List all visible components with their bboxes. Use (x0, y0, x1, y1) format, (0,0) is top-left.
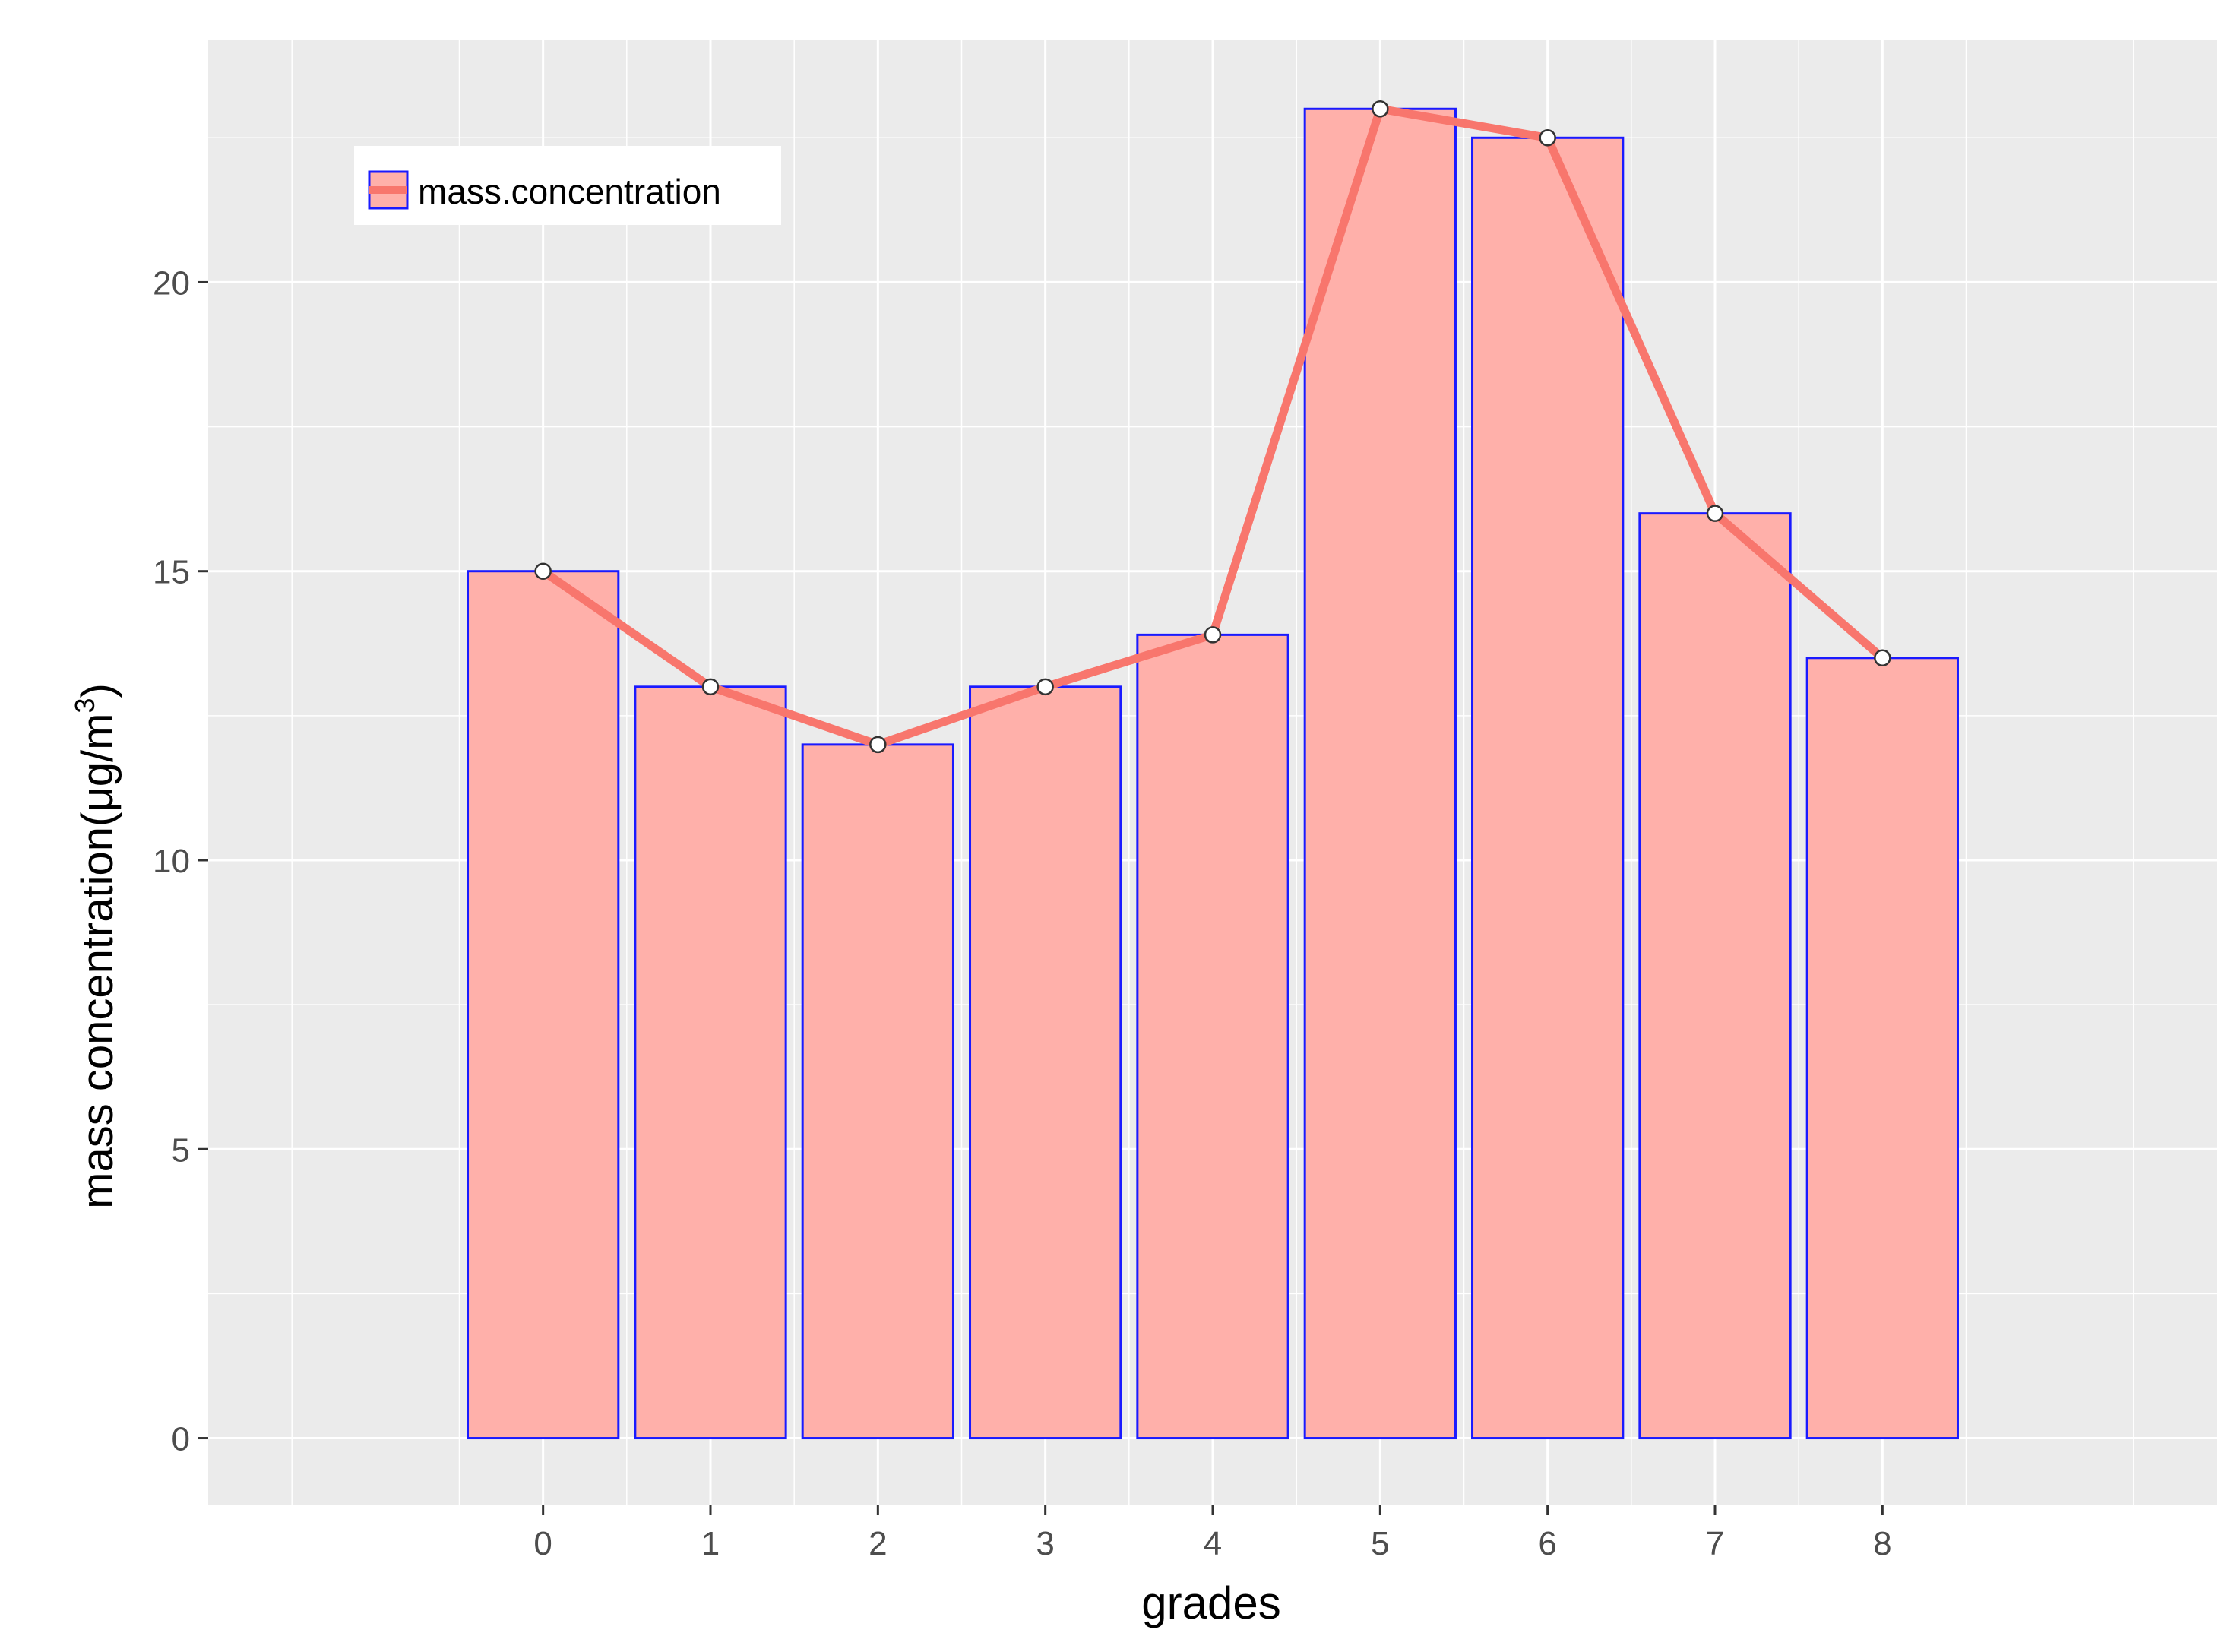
y-tick-label: 0 (172, 1421, 190, 1458)
bar-5 (1303, 107, 1457, 1440)
point-8 (1874, 649, 1891, 667)
y-axis-title-text: mass concentration (73, 827, 122, 1209)
x-axis: 0 1 2 3 4 5 6 7 8 (533, 1505, 1892, 1562)
y-tick-label: 20 (153, 264, 190, 302)
bar-4 (1136, 633, 1289, 1440)
bar-3 (969, 685, 1122, 1440)
point-7 (1706, 505, 1724, 522)
x-tick-label: 1 (701, 1525, 720, 1562)
points (534, 100, 1891, 754)
bar-1 (634, 685, 787, 1440)
y-axis: 0 5 10 15 20 (153, 264, 208, 1458)
legend: mass.concentration (354, 146, 781, 225)
bar-7 (1638, 512, 1792, 1440)
x-tick-label: 7 (1706, 1525, 1724, 1562)
bar-6 (1471, 136, 1625, 1440)
x-tick-label: 3 (1036, 1525, 1054, 1562)
y-axis-unit: (μg/m (73, 714, 122, 827)
bars (467, 107, 1959, 1440)
bar-8 (1805, 657, 1959, 1440)
legend-label: mass.concentration (418, 172, 721, 211)
x-tick-label: 0 (533, 1525, 552, 1562)
point-4 (1204, 626, 1222, 644)
x-tick-label: 2 (869, 1525, 887, 1562)
x-tick-label: 5 (1371, 1525, 1389, 1562)
point-6 (1539, 129, 1556, 147)
bar-2 (801, 743, 954, 1440)
point-1 (701, 678, 720, 696)
y-axis-unit-close: ) (73, 683, 122, 698)
x-axis-title: grades (1141, 1578, 1280, 1628)
y-tick-label: 10 (153, 843, 190, 880)
y-axis-unit-superscript: 3 (69, 698, 100, 713)
y-axis-title: mass concentration(μg/m3) (69, 683, 122, 1209)
y-tick-label: 5 (172, 1131, 190, 1169)
x-tick-label: 4 (1204, 1525, 1222, 1562)
point-0 (534, 562, 552, 580)
bar-0 (467, 570, 620, 1440)
y-tick-label: 15 (153, 554, 190, 591)
legend-box (354, 146, 781, 225)
point-2 (869, 736, 887, 754)
point-5 (1372, 100, 1389, 118)
x-tick-label: 8 (1873, 1525, 1891, 1562)
x-tick-label: 6 (1538, 1525, 1556, 1562)
point-3 (1036, 678, 1054, 696)
